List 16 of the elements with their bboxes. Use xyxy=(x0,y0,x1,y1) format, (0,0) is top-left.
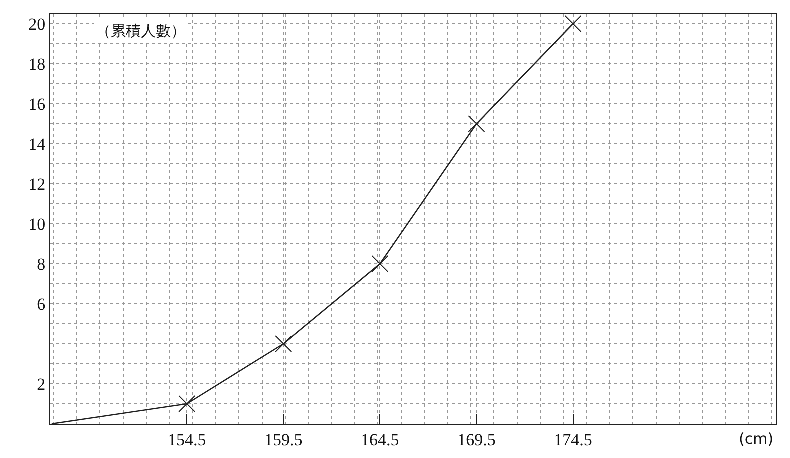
y-tick-label: 18 xyxy=(28,54,46,74)
x-tick-label: 169.5 xyxy=(458,430,496,450)
x-tick-label: 174.5 xyxy=(554,430,592,450)
y-tick-label: 16 xyxy=(28,94,46,114)
y-tick-label: 20 xyxy=(28,14,46,34)
x-tick-label: 164.5 xyxy=(361,430,400,450)
y-tick-label: 14 xyxy=(28,134,46,154)
y-tick-label: 2 xyxy=(37,374,46,394)
y-tick-label: 6 xyxy=(37,294,46,314)
y-axis-title: （累積人數） xyxy=(96,22,186,40)
x-tick-label: 159.5 xyxy=(264,430,303,450)
y-tick-label: 8 xyxy=(37,254,46,274)
y-tick-label: 12 xyxy=(28,174,46,194)
x-tick-label: 154.5 xyxy=(168,430,206,450)
x-axis-title: (cm) xyxy=(739,430,774,448)
y-tick-label: 10 xyxy=(28,214,46,234)
